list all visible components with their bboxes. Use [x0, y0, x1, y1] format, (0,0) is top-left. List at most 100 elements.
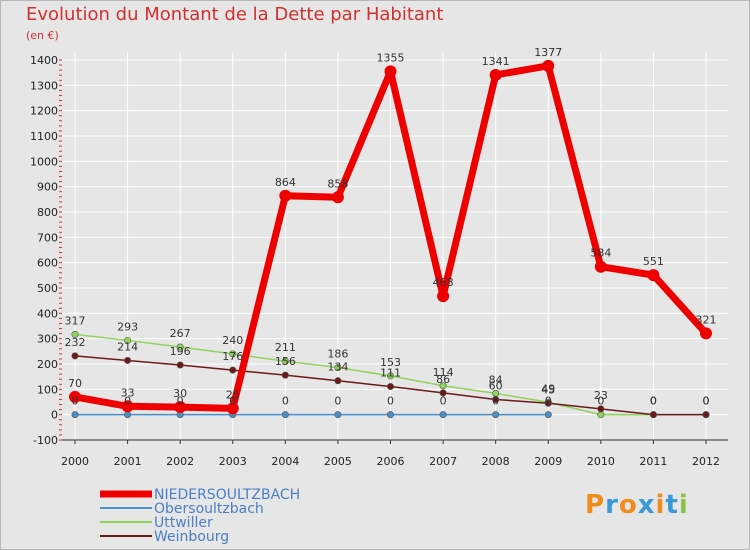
data-label: 864 — [275, 176, 296, 189]
data-label: 584 — [590, 247, 611, 260]
data-label: 176 — [222, 350, 243, 363]
data-point — [489, 68, 502, 81]
data-point — [437, 290, 450, 303]
axes: -100010020030040050060070080090010001100… — [30, 54, 728, 468]
y-tick-label: 500 — [37, 282, 58, 295]
data-label: 0 — [124, 395, 131, 408]
data-point — [71, 411, 79, 419]
data-label: 1355 — [377, 51, 405, 64]
data-point — [281, 411, 289, 419]
data-point — [71, 352, 79, 360]
data-label: 25 — [226, 388, 240, 401]
legend: NIEDERSOULTZBACHObersoultzbachUttwillerW… — [100, 487, 300, 545]
data-point — [121, 400, 134, 413]
data-point — [544, 399, 552, 407]
data-point — [384, 65, 397, 78]
data-point — [647, 269, 660, 282]
data-label: 114 — [433, 366, 454, 379]
data-point — [386, 383, 394, 391]
y-tick-label: 700 — [37, 231, 58, 244]
data-point — [334, 364, 342, 372]
proxiti-logo: Proxiti — [585, 490, 689, 520]
data-point — [281, 371, 289, 379]
data-label: 86 — [436, 373, 450, 386]
data-label: 0 — [492, 395, 499, 408]
data-label: 30 — [173, 387, 187, 400]
data-label: 293 — [117, 320, 138, 333]
data-label: 1377 — [534, 46, 562, 59]
data-point — [439, 382, 447, 390]
y-tick-label: 600 — [37, 257, 58, 270]
data-point — [334, 377, 342, 385]
data-point — [544, 411, 552, 419]
legend-label: Uttwiller — [154, 515, 213, 531]
y-tick-label: 300 — [37, 333, 58, 346]
data-point — [229, 350, 237, 358]
plot-area — [62, 52, 728, 440]
data-label: 49 — [541, 382, 555, 395]
data-point — [174, 401, 187, 414]
data-point — [279, 189, 292, 202]
logo-letter: P — [585, 490, 606, 520]
data-label: 0 — [72, 395, 79, 408]
data-point — [700, 327, 712, 340]
data-point — [69, 390, 81, 403]
data-point — [124, 356, 132, 364]
logo-letter: x — [637, 490, 656, 520]
data-point — [229, 366, 237, 374]
data-label: 321 — [696, 313, 717, 326]
data-point — [594, 260, 607, 273]
x-tick-label: 2000 — [61, 455, 89, 468]
data-label: 0 — [545, 395, 552, 408]
y-tick-label: 800 — [37, 206, 58, 219]
logo-letter: t — [665, 490, 679, 520]
y-tick-label: 1100 — [30, 130, 58, 143]
x-tick-label: 2002 — [166, 455, 194, 468]
data-label: 0 — [703, 395, 710, 408]
data-label: 0 — [177, 395, 184, 408]
y-tick-label: 1000 — [30, 155, 58, 168]
data-label: 186 — [327, 348, 348, 361]
chart-title: Evolution du Montant de la Dette par Hab… — [26, 4, 444, 25]
data-label: 858 — [327, 177, 348, 190]
data-label: 0 — [387, 395, 394, 408]
data-label: 134 — [327, 361, 348, 374]
x-tick-label: 2011 — [639, 455, 667, 468]
chart-subtitle: (en €) — [26, 29, 59, 42]
y-tick-label: 1300 — [30, 79, 58, 92]
x-tick-label: 2010 — [587, 455, 615, 468]
data-label: 84 — [489, 373, 503, 386]
data-point — [334, 411, 342, 419]
grid — [62, 52, 728, 441]
data-label: 240 — [222, 334, 243, 347]
data-point — [597, 411, 605, 419]
data-point — [331, 191, 344, 204]
data-label: 111 — [380, 367, 401, 380]
data-point — [124, 411, 132, 419]
y-tick-label: 100 — [37, 383, 58, 396]
legend-label: Weinbourg — [154, 529, 229, 545]
data-label: 60 — [489, 379, 503, 392]
data-point — [124, 336, 132, 344]
data-label: 196 — [170, 345, 191, 358]
data-label: 0 — [703, 395, 710, 408]
data-label: 214 — [117, 340, 138, 353]
data-label: 232 — [65, 336, 86, 349]
data-label: 0 — [282, 395, 289, 408]
y-tick-label: 400 — [37, 307, 58, 320]
data-point — [492, 395, 500, 403]
data-point — [702, 411, 710, 419]
data-point — [649, 411, 657, 419]
y-tick-label: 900 — [37, 181, 58, 194]
data-label: 551 — [643, 255, 664, 268]
data-label: 317 — [65, 314, 86, 327]
data-label: 0 — [597, 395, 604, 408]
y-tick-label: -100 — [33, 434, 58, 447]
data-label: 0 — [440, 395, 447, 408]
series-group — [69, 59, 712, 419]
logo-letter: i — [655, 490, 666, 520]
data-label: 0 — [334, 395, 341, 408]
x-tick-label: 2001 — [114, 455, 142, 468]
data-label: 23 — [594, 389, 608, 402]
legend-label: NIEDERSOULTZBACH — [154, 487, 300, 503]
